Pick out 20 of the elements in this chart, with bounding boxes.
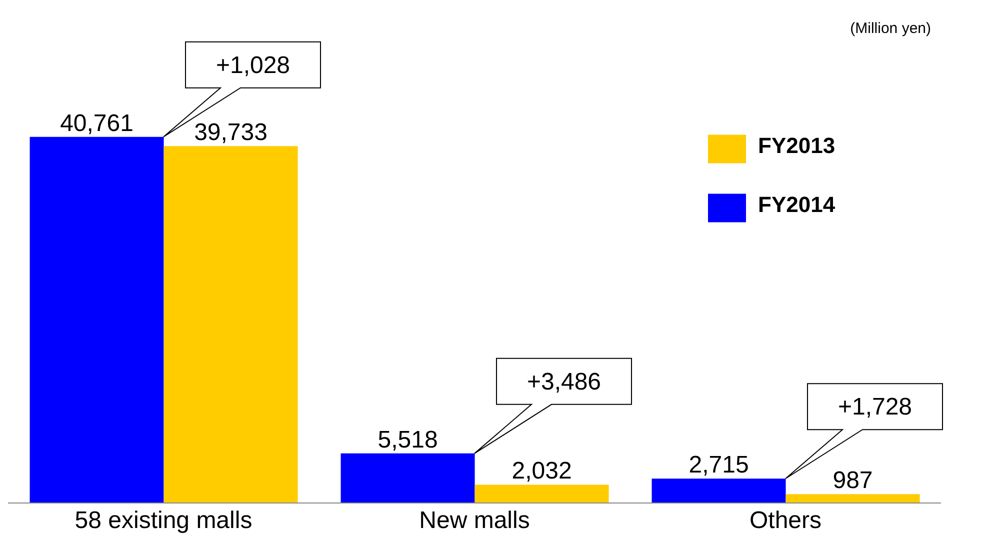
bar	[30, 136, 164, 503]
x-tick-label: New malls	[419, 507, 530, 534]
bar	[474, 484, 609, 503]
annotation: +1,728	[838, 394, 912, 421]
data-label: 39,733	[194, 119, 268, 146]
x-tick-label: Others	[749, 507, 822, 534]
callout-box: +3,486	[474, 358, 632, 454]
bar	[340, 453, 475, 503]
data-label: 2,032	[512, 458, 572, 485]
legend-label: FY2013	[758, 133, 836, 158]
bar	[652, 478, 786, 503]
bar	[786, 494, 920, 503]
x-tick-label: 58 existing malls	[74, 507, 252, 534]
legend-label: FY2014	[758, 192, 836, 217]
data-label: 5,518	[378, 426, 438, 454]
annotation: +3,486	[526, 368, 602, 396]
text: (Million yen)	[850, 20, 931, 37]
data-label: 2,715	[688, 452, 749, 479]
bar	[164, 146, 298, 503]
data-label: 40,761	[60, 110, 134, 137]
